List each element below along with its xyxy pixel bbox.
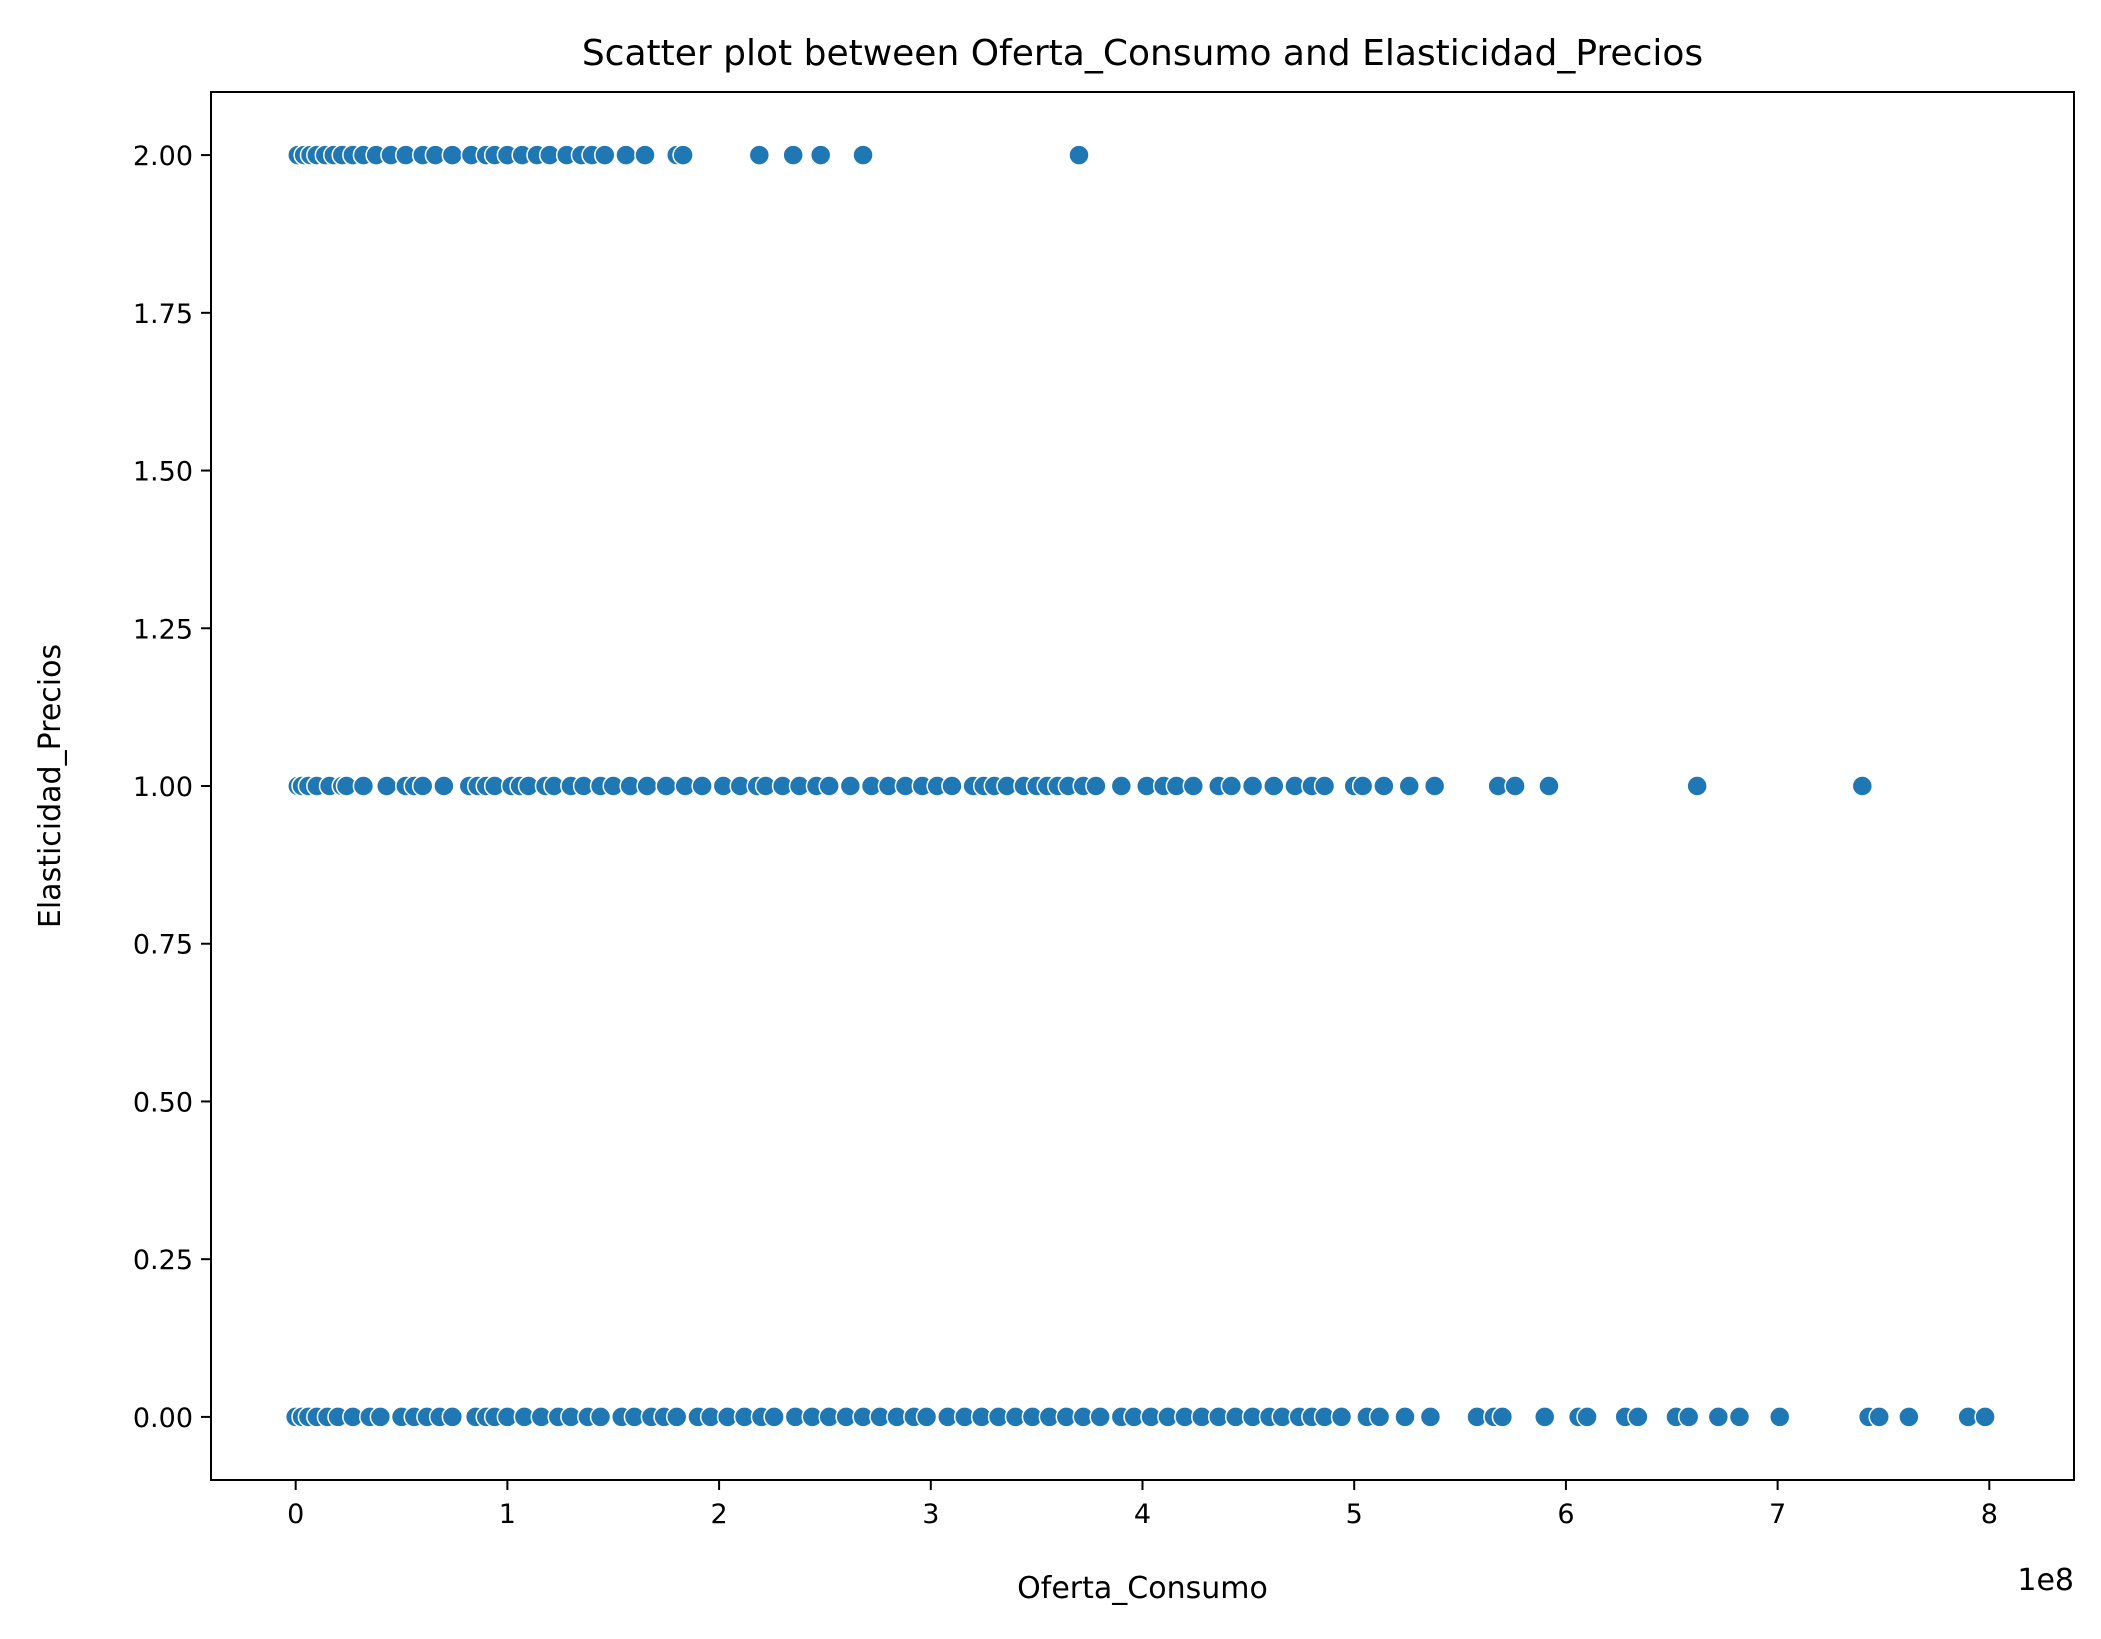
data-point <box>1768 1406 1791 1428</box>
y-tick-label: 1.75 <box>133 299 193 330</box>
data-point <box>1423 775 1446 797</box>
data-point <box>852 144 874 166</box>
data-point <box>655 775 677 797</box>
data-point <box>352 775 375 797</box>
y-tick-label: 1.25 <box>133 614 193 645</box>
chart-title: Scatter plot between Oferta_Consumo and … <box>582 33 1703 74</box>
data-point <box>1182 775 1205 797</box>
data-point <box>589 1406 612 1428</box>
x-axis-label: Oferta_Consumo <box>1017 1571 1268 1606</box>
data-point <box>1974 1406 1996 1428</box>
x-tick-label: 7 <box>1769 1499 1786 1530</box>
x-tick-label: 1 <box>499 1499 516 1530</box>
data-point <box>763 1406 785 1428</box>
data-point <box>1220 775 1243 797</box>
data-point <box>666 1406 688 1428</box>
data-point <box>1728 1406 1751 1428</box>
data-point <box>1538 775 1560 797</box>
x-tick-label: 6 <box>1557 1499 1574 1530</box>
data-point <box>369 1406 392 1428</box>
data-point <box>1707 1406 1730 1428</box>
y-tick-label: 1.00 <box>133 772 193 803</box>
data-point <box>941 775 963 797</box>
data-point <box>1491 1406 1514 1428</box>
data-point <box>1351 775 1374 797</box>
y-axis-label: Elasticidad_Precios <box>33 644 68 928</box>
data-point <box>1686 775 1708 797</box>
x-axis-ticks: 0 1 2 3 4 5 6 7 8 <box>287 1480 1998 1530</box>
data-point <box>748 144 771 166</box>
data-point <box>441 1406 464 1428</box>
data-point <box>1368 1406 1391 1428</box>
data-point <box>375 775 398 797</box>
data-point <box>1576 1406 1598 1428</box>
data-point <box>1868 1406 1890 1428</box>
data-points <box>284 144 1996 1428</box>
data-point <box>782 144 804 166</box>
y-tick-label: 0.75 <box>133 930 193 961</box>
data-point <box>1263 775 1285 797</box>
data-point <box>1330 1406 1353 1428</box>
data-point <box>839 775 862 797</box>
data-point <box>691 775 713 797</box>
data-point <box>1089 1406 1111 1428</box>
y-tick-label: 0.00 <box>133 1403 193 1434</box>
x-tick-label: 5 <box>1346 1499 1363 1530</box>
data-point <box>433 775 455 797</box>
x-tick-label: 0 <box>287 1499 304 1530</box>
data-point <box>1313 775 1336 797</box>
y-tick-label: 2.00 <box>133 141 193 172</box>
y-tick-label: 0.50 <box>133 1087 193 1118</box>
data-point <box>1533 1406 1556 1428</box>
data-point <box>1419 1406 1442 1428</box>
data-point <box>672 144 694 166</box>
x-tick-label: 3 <box>922 1499 939 1530</box>
x-tick-label: 8 <box>1981 1499 1998 1530</box>
data-point <box>809 144 832 166</box>
x-tick-label: 2 <box>710 1499 727 1530</box>
data-point <box>594 144 616 166</box>
data-point <box>1851 775 1874 797</box>
data-point <box>1898 1406 1920 1428</box>
data-point <box>634 144 656 166</box>
data-point <box>411 775 434 797</box>
data-point <box>1504 775 1526 797</box>
data-point <box>1394 1406 1416 1428</box>
data-point <box>818 775 840 797</box>
y-tick-label: 1.50 <box>133 457 193 488</box>
y-axis-ticks: 0.00 0.25 0.50 0.75 1.00 1.25 1.50 1.75 2.00 <box>133 141 211 1434</box>
data-point <box>1110 775 1133 797</box>
data-point <box>1677 1406 1700 1428</box>
y-tick-label: 0.25 <box>133 1245 193 1276</box>
data-point <box>915 1406 938 1428</box>
x-tick-label: 4 <box>1134 1499 1151 1530</box>
data-point <box>1068 144 1090 166</box>
x-axis-offset-label: 1e8 <box>2017 1563 2074 1598</box>
data-point <box>1085 775 1107 797</box>
data-point <box>1627 1406 1649 1428</box>
data-point <box>441 144 464 166</box>
data-point <box>1241 775 1264 797</box>
data-point <box>1398 775 1420 797</box>
data-point <box>636 775 658 797</box>
data-point <box>1373 775 1395 797</box>
data-point <box>615 144 637 166</box>
